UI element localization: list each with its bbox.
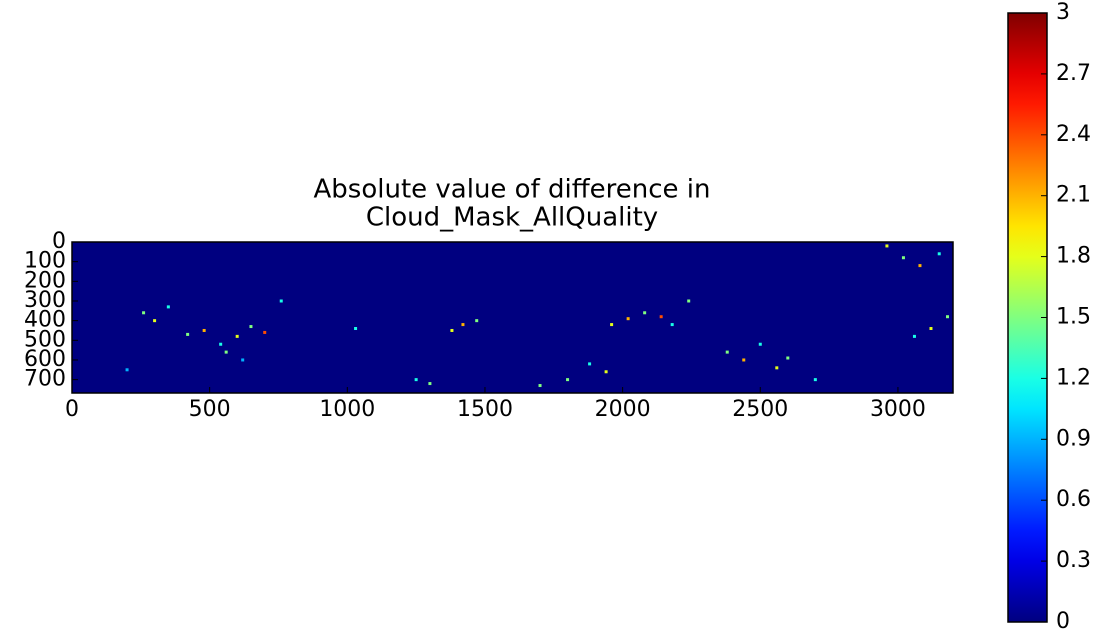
x-tick-label: 3000 [870,397,926,422]
x-tick-label: 2000 [595,397,651,422]
heatmap-cell [461,323,465,327]
heatmap-cell [742,358,746,362]
heatmap-cell [786,356,790,360]
heatmap-cell [186,332,190,336]
heatmap-cell [758,342,762,346]
heatmap-cell [450,328,454,332]
heatmap-cell [249,325,253,329]
heatmap-cell [901,256,905,260]
colorbar-tick-label: 1.2 [1056,365,1091,390]
y-tick-label: 100 [24,249,66,274]
colorbar-tick-label: 1.5 [1056,305,1091,330]
colorbar-tick-label: 3 [1056,0,1070,25]
y-tick-label: 600 [24,347,66,372]
heatmap-cell [670,323,674,327]
heatmap-cell [279,299,283,303]
heatmap-cell [610,323,614,327]
colorbar [1007,12,1048,623]
heatmap-cell [166,305,170,309]
heatmap-cell [241,358,245,362]
heatmap-cell [775,366,779,370]
y-tick-label: 0 [52,229,66,254]
chart-title: Absolute value of difference in [314,175,711,205]
heatmap-cell [354,327,358,331]
heatmap-cell [912,334,916,338]
heatmap-cell [918,264,922,268]
heatmap-cell [659,315,663,319]
plot-frame [71,241,954,394]
colorbar-tick-label: 2.7 [1056,61,1091,86]
y-tick-label: 500 [24,327,66,352]
colorbar-tick-label: 0.6 [1056,487,1091,512]
heatmap-cell [813,378,817,382]
colorbar-tick-label: 0.3 [1056,548,1091,573]
heatmap-cell [643,311,647,315]
heatmap-cell [566,378,570,382]
heatmap-cell [142,311,146,315]
heatmap-cell [428,382,432,386]
colorbar-tick-label: 2.4 [1056,122,1091,147]
colorbar-tick-label: 0 [1056,609,1070,631]
colorbar-tick-label: 1.8 [1056,244,1091,269]
x-tick-label: 2500 [732,397,788,422]
y-tick-label: 200 [24,268,66,293]
heatmap-cell [219,342,223,346]
y-tick-label: 700 [24,367,66,392]
heatmap-cell [125,368,129,372]
heatmap-cell [224,350,228,354]
x-tick-label: 500 [189,397,231,422]
heatmap-cell [475,319,479,323]
heatmap-cell [153,319,157,323]
x-tick-label: 1500 [457,397,513,422]
heatmap-cell [626,317,630,321]
heatmap-cell [725,350,729,354]
heatmap-cell [885,244,889,248]
heatmap-cell [588,362,592,366]
chart-title: Cloud_Mask_AllQuality [366,203,658,233]
heatmap-cell [235,334,239,338]
colorbar-tick-label: 2.1 [1056,183,1091,208]
heatmap-cell [929,327,933,331]
x-tick-label: 1000 [319,397,375,422]
heatmap-cell [687,299,691,303]
heatmap-cell [263,330,267,334]
y-tick-label: 400 [24,308,66,333]
y-tick-label: 300 [24,288,66,313]
heatmap-cell [538,384,542,388]
colorbar-tick-label: 0.9 [1056,426,1091,451]
heatmap-cell [202,328,206,332]
heatmap-background [72,242,953,393]
heatmap-cell [414,378,418,382]
x-tick-label: 0 [65,397,79,422]
heatmap-cell [604,370,608,374]
heatmap-cell [945,315,949,319]
heatmap-cell [937,252,941,256]
